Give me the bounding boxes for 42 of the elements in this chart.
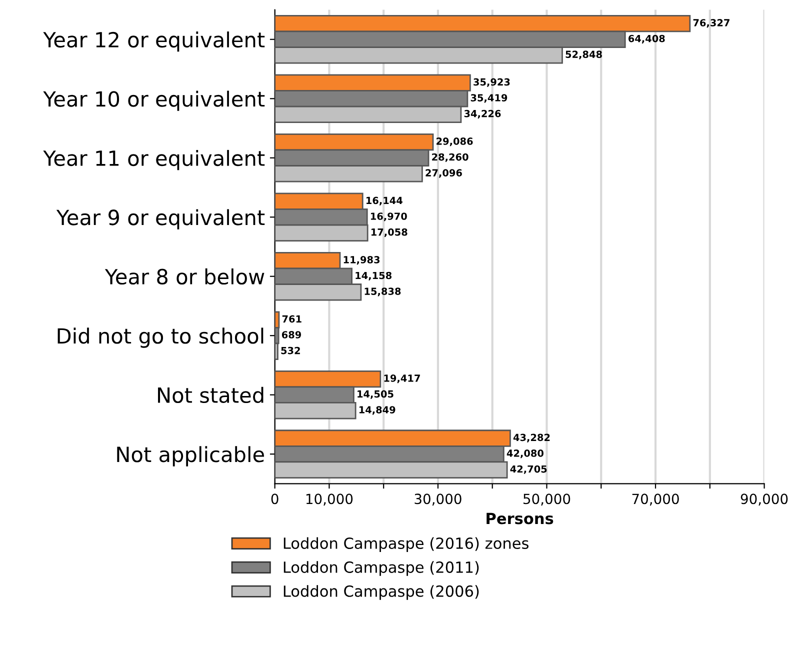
data-label: 15,838 <box>364 288 401 296</box>
y-tick-label: Year 10 or equivalent <box>43 90 265 111</box>
y-tick-label: Not stated <box>158 386 264 404</box>
data-label: 14,158 <box>356 272 392 280</box>
y-tick-label: Year 9 or equivalent <box>56 209 265 230</box>
y-tick-label: Year 8 or below <box>104 268 264 285</box>
x-tick-label: 90,000 <box>740 494 788 506</box>
y-tick-label: Year 11 or equivalent <box>43 150 265 170</box>
data-label: 76,327 <box>693 19 730 28</box>
data-label: 35,923 <box>474 78 510 87</box>
x-tick-label: 70,000 <box>632 494 679 506</box>
data-label: 27,096 <box>426 169 462 178</box>
y-tick-label: Not applicable <box>117 446 264 466</box>
data-label: 19,417 <box>384 374 420 384</box>
data-label: 64,408 <box>628 34 665 44</box>
data-label: 29,086 <box>436 138 473 146</box>
data-label: 16,144 <box>366 196 402 206</box>
data-label: 34,226 <box>464 110 501 118</box>
legend-label: Loddon Campaspe (2016) zones <box>284 537 528 552</box>
x-axis-title: Persons <box>486 512 554 524</box>
x-tick-label: 30,000 <box>414 494 462 506</box>
x-tick-label: 0 <box>271 494 278 504</box>
data-label: 43,282 <box>513 434 550 442</box>
legend-label: Loddon Campaspe (2006) <box>284 585 479 600</box>
legend-label: Loddon Campaspe (2011) <box>284 561 479 576</box>
data-label: 11,983 <box>344 256 380 265</box>
data-label: 42,080 <box>506 450 544 458</box>
x-tick-label: 50,000 <box>524 494 570 506</box>
data-label: 17,058 <box>371 228 408 237</box>
data-label: 28,260 <box>432 153 468 162</box>
data-label: 761 <box>282 315 302 323</box>
data-label: 689 <box>282 331 302 338</box>
y-tick-label: Did not go to school <box>58 328 264 348</box>
data-label: 16,970 <box>370 212 407 222</box>
data-label: 14,849 <box>359 406 396 415</box>
data-label: 42,705 <box>510 465 547 474</box>
data-label: 35,419 <box>470 94 508 103</box>
data-label: 52,848 <box>566 50 602 60</box>
y-tick-label: Year 12 or equivalent <box>43 31 265 52</box>
data-label: 14,505 <box>358 390 394 399</box>
x-tick-label: 10,000 <box>306 494 353 506</box>
data-label: 532 <box>281 346 300 354</box>
